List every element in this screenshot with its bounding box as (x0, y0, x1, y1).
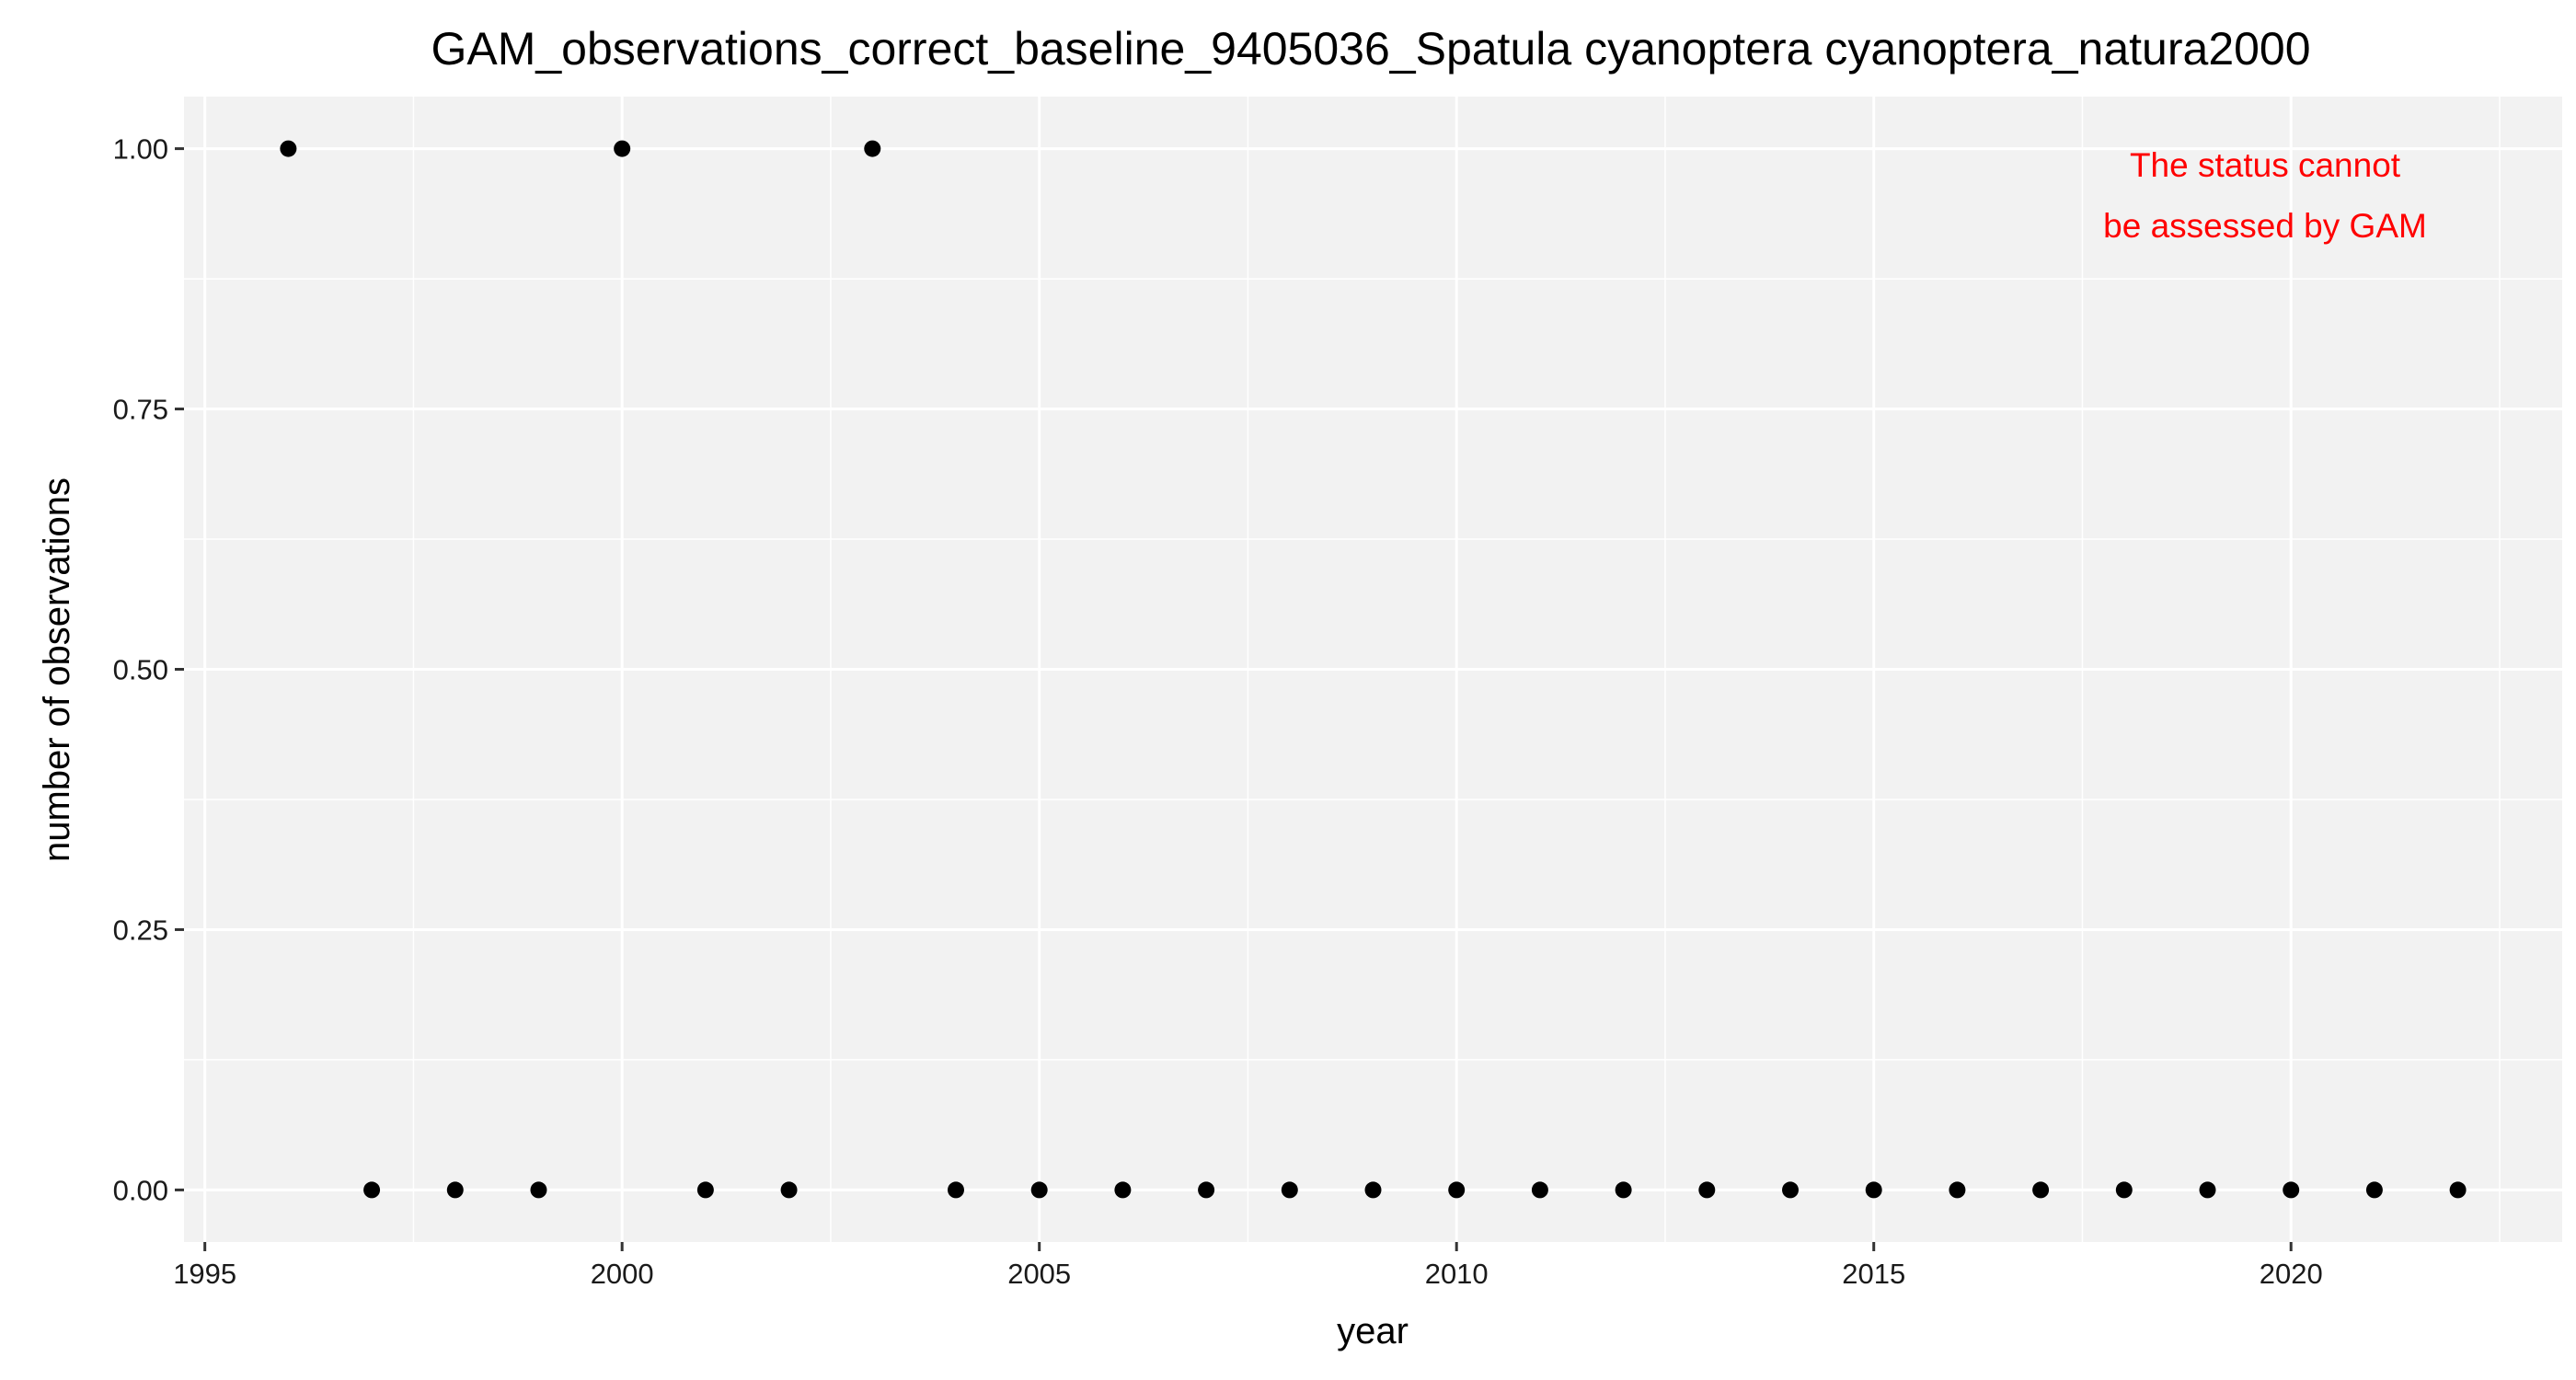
annotation-line-2: be assessed by GAM (2103, 207, 2427, 245)
y-tick-label: 0.25 (113, 914, 168, 946)
data-point (864, 140, 881, 157)
data-point (1865, 1181, 1882, 1199)
data-point (2283, 1181, 2300, 1199)
y-tick-label: 0.50 (113, 654, 168, 686)
data-point (1448, 1181, 1466, 1199)
x-tick-label: 2000 (591, 1258, 654, 1290)
x-tick-label: 2015 (1842, 1258, 1905, 1290)
data-point (2365, 1181, 2383, 1199)
data-point (1114, 1181, 1132, 1199)
y-tick-label: 0.00 (113, 1174, 168, 1206)
data-point (2449, 1181, 2467, 1199)
data-point (2115, 1181, 2133, 1199)
data-point (780, 1181, 798, 1199)
data-point (280, 140, 297, 157)
data-point (1782, 1181, 1800, 1199)
data-point (1030, 1181, 1048, 1199)
data-point (947, 1181, 964, 1199)
y-axis-title: number of observations (37, 477, 77, 862)
data-point (1198, 1181, 1215, 1199)
data-point (614, 140, 631, 157)
data-point (446, 1181, 464, 1199)
data-point (1364, 1181, 1382, 1199)
x-tick-label: 2010 (1425, 1258, 1489, 1290)
chart-title: GAM_observations_correct_baseline_940503… (431, 23, 2310, 75)
data-point (1615, 1181, 1632, 1199)
annotation-line-1: The status cannot (2130, 146, 2401, 184)
y-tick-label: 0.75 (113, 394, 168, 426)
major-gridlines (184, 97, 2562, 1242)
x-tick-label: 2020 (2260, 1258, 2323, 1290)
y-tick-label: 1.00 (113, 133, 168, 166)
x-tick-label: 2005 (1007, 1258, 1071, 1290)
data-point (363, 1181, 381, 1199)
data-point (1531, 1181, 1548, 1199)
data-point (2032, 1181, 2050, 1199)
x-axis: 1995 2000 2005 2010 2015 2020 (173, 1242, 2323, 1290)
y-axis: 0.00 0.25 0.50 0.75 1.00 (113, 133, 184, 1206)
x-axis-title: year (1337, 1311, 1409, 1351)
data-point (1698, 1181, 1716, 1199)
data-point (1949, 1181, 1966, 1199)
data-point (696, 1181, 714, 1199)
x-tick-label: 1995 (173, 1258, 236, 1290)
data-point (1281, 1181, 1298, 1199)
data-point (530, 1181, 547, 1199)
data-points (280, 140, 2467, 1199)
data-point (2199, 1181, 2216, 1199)
